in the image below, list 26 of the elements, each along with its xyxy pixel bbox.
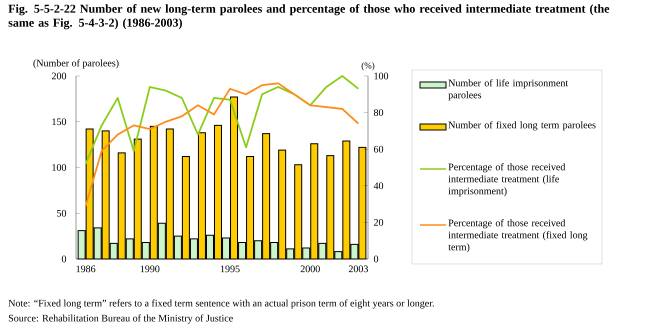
y2-tick-label: 100	[374, 72, 388, 80]
y2-tick-label: 40	[374, 182, 384, 190]
x-tick-label: 1995	[220, 266, 240, 272]
y-tick-label: 150	[52, 118, 66, 126]
legend-label: Number of life imprisonment parolees	[448, 79, 568, 100]
source-note: Source: Rehabilitation Bureau of the Ministry of Justice	[8, 314, 233, 324]
legend-label: Percentage of those received intermediate treatment (life imprisonment)	[448, 163, 566, 196]
y-tick-label: 0	[62, 256, 66, 262]
legend-label: Number of fixed long term parolees	[448, 121, 596, 130]
text: Note: “Fixed long term” refers to a fixed term sentence with an actual prison term of eight years or longer.	[8, 299, 434, 309]
y2-axis-title: (%)	[362, 62, 374, 70]
y2-tick-label: 60	[374, 146, 384, 153]
legend-label: Percentage of those received intermediate treatment (fixed long term)	[448, 219, 588, 252]
y2-tick-label: 0	[374, 256, 378, 262]
x-tick-label: 1986	[76, 266, 96, 272]
y2-tick-label: 80	[374, 109, 384, 116]
x-tick-label: 1990	[140, 266, 160, 272]
x-tick-label: 2003	[348, 266, 368, 272]
y-axis-title: (Number of parolees)	[33, 59, 119, 68]
line-series	[84, 75, 360, 165]
x-tick-label: 2000	[300, 266, 320, 272]
y-tick-label: 200	[52, 72, 66, 80]
chart-title: Fig. 5-5-2-22 Number of new long-term parolees and percentage of those who received intermediate treatment (the same as Fig. 5-4-3-2) (1986-2003)	[8, 4, 610, 30]
y-tick-label: 100	[52, 164, 66, 171]
y2-tick-label: 20	[374, 219, 384, 226]
y-tick-label: 50	[57, 210, 66, 217]
